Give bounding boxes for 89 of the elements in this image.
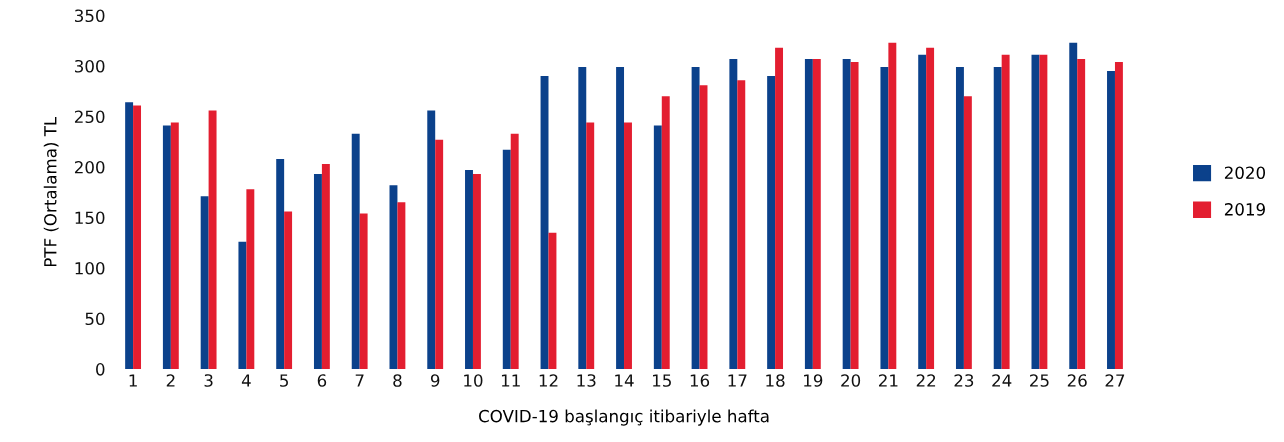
y-tick-label: 50 <box>85 312 105 326</box>
x-tick-label: 16 <box>690 374 710 387</box>
legend-label: 2020 <box>1224 166 1266 180</box>
bar <box>246 189 255 370</box>
bar <box>359 213 368 370</box>
bar <box>624 122 632 370</box>
x-tick-label: 20 <box>841 374 861 387</box>
x-tick-label: 19 <box>804 374 823 387</box>
legend-label: 2019 <box>1224 203 1265 216</box>
y-tick-label: 250 <box>74 110 105 124</box>
bar <box>1077 58 1086 370</box>
bar <box>472 174 481 370</box>
x-tick-label: 11 <box>501 374 520 387</box>
x-tick-label: 3 <box>204 374 213 387</box>
bar <box>653 125 662 370</box>
bar <box>435 139 444 370</box>
bar <box>775 47 784 370</box>
y-axis-title: PTF (Ortalama) TL <box>43 116 59 267</box>
bar <box>586 122 595 370</box>
x-tick-label: 27 <box>1105 374 1125 387</box>
x-tick-label: 22 <box>916 374 936 387</box>
bar <box>238 241 247 370</box>
x-tick-label: 2 <box>166 374 175 387</box>
bar <box>767 76 776 370</box>
bar <box>918 54 927 370</box>
x-tick-label: 1 <box>129 374 137 387</box>
bar <box>842 58 851 370</box>
bar <box>616 66 625 370</box>
bar <box>955 66 964 370</box>
bar <box>1114 61 1123 370</box>
bar <box>133 105 142 370</box>
bar <box>548 232 557 370</box>
x-tick-label: 23 <box>954 374 974 387</box>
x-tick-label: 4 <box>241 374 251 387</box>
bar <box>963 96 972 370</box>
bar <box>313 174 322 370</box>
bar <box>1039 54 1048 370</box>
bar <box>1001 54 1010 370</box>
y-tick-label: 0 <box>96 363 105 376</box>
bar <box>880 66 889 370</box>
bar <box>578 66 587 370</box>
y-tick-label: 300 <box>75 59 105 73</box>
x-tick-label: 9 <box>430 374 440 387</box>
bar <box>804 58 813 370</box>
x-tick-label: 7 <box>355 374 364 387</box>
y-tick-label: 100 <box>75 262 105 275</box>
bar <box>888 42 897 370</box>
x-tick-label: 26 <box>1067 374 1087 387</box>
bar <box>427 110 436 370</box>
x-tick-label: 18 <box>766 374 785 387</box>
x-tick-label: 13 <box>577 374 596 387</box>
bar <box>351 133 360 370</box>
x-tick-label: 17 <box>728 374 747 387</box>
bar <box>1069 42 1078 370</box>
x-tick-label: 25 <box>1030 374 1049 387</box>
x-tick-label: 15 <box>653 374 671 387</box>
bar <box>850 61 859 370</box>
bar <box>729 58 738 370</box>
bar <box>691 66 700 370</box>
y-tick-label: 350 <box>75 9 105 23</box>
bar <box>1107 71 1115 370</box>
x-tick-label: 12 <box>539 374 558 387</box>
bar <box>397 202 406 370</box>
x-axis-title: COVID-19 başlangıç itibariyle hafta <box>479 409 769 426</box>
x-tick-label: 8 <box>393 374 402 387</box>
x-tick-label: 24 <box>992 374 1012 387</box>
bar <box>125 102 134 370</box>
bar <box>502 149 511 370</box>
x-tick-label: 21 <box>878 374 898 387</box>
x-tick-label: 6 <box>317 374 327 387</box>
bar <box>510 133 519 370</box>
bar <box>162 125 171 370</box>
bar <box>812 58 821 370</box>
bar <box>321 163 330 370</box>
bar <box>170 122 179 370</box>
bar <box>200 196 209 370</box>
bar <box>465 170 473 370</box>
bar <box>208 110 217 370</box>
y-tick-label: 150 <box>75 211 105 225</box>
bar <box>993 66 1002 370</box>
bar <box>284 211 293 370</box>
bar <box>737 80 746 370</box>
x-tick-label: 14 <box>615 374 634 387</box>
y-tick-label: 200 <box>74 160 105 174</box>
bar <box>276 158 285 370</box>
bar <box>661 96 670 370</box>
bar <box>926 47 935 370</box>
x-tick-label: 10 <box>464 374 483 387</box>
x-tick-label: 5 <box>280 374 288 387</box>
